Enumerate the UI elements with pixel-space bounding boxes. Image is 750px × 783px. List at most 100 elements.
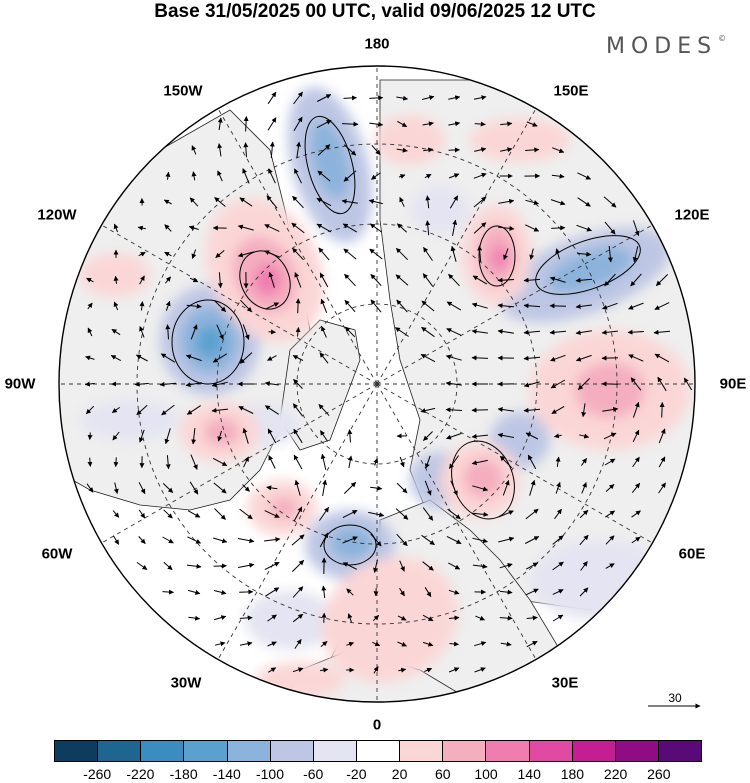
wind-arrow xyxy=(318,506,330,521)
wind-arrow xyxy=(553,433,562,439)
wind-arrow xyxy=(397,641,407,647)
wind-arrow xyxy=(657,376,667,392)
wind-arrow xyxy=(112,510,120,518)
colorbar-tick-label: 220 xyxy=(603,766,628,782)
colorbar-tick-label: 140 xyxy=(517,766,541,782)
wind-arrow xyxy=(474,147,487,153)
wind-arrow xyxy=(499,563,513,569)
wind-arrow xyxy=(450,480,458,496)
wind-arrow xyxy=(190,324,198,340)
wind-arrow xyxy=(188,615,201,621)
wind-arrow xyxy=(238,406,254,414)
wind-arrow xyxy=(525,588,539,596)
wind-arrow xyxy=(448,173,460,179)
wind-arrow xyxy=(185,354,202,362)
wind-arrow xyxy=(372,641,381,647)
wind-arrow xyxy=(446,432,462,440)
colorbar-tick-label: -220 xyxy=(126,766,155,782)
wind-arrow xyxy=(421,300,435,312)
wind-arrow xyxy=(267,428,277,444)
wind-arrow xyxy=(138,536,146,544)
wind-arrow xyxy=(421,95,435,101)
wind-arrow xyxy=(346,641,355,647)
lon-label-0: 0 xyxy=(372,716,382,734)
wind-arrow xyxy=(294,479,301,496)
wind-arrow xyxy=(471,355,489,361)
wind-arrow xyxy=(472,275,488,285)
wind-arrow xyxy=(242,168,250,184)
lon-label-30w: 30W xyxy=(170,674,202,692)
wind-arrow xyxy=(214,641,226,647)
wind-arrow xyxy=(472,537,488,544)
wind-arrow xyxy=(138,429,145,443)
wind-arrow xyxy=(187,589,201,595)
wind-arrow xyxy=(84,381,95,387)
wind-arrow xyxy=(267,355,277,361)
wind-arrow xyxy=(551,225,566,231)
wind-arrow xyxy=(320,641,328,647)
wind-arrow xyxy=(293,116,303,132)
wind-arrow xyxy=(577,251,592,257)
wind-arrow xyxy=(497,277,515,283)
wind-arrow xyxy=(422,614,434,622)
wind-arrow xyxy=(113,301,119,311)
meridian-line xyxy=(376,108,537,385)
wind-arrow xyxy=(576,224,592,232)
wind-arrow xyxy=(112,535,120,545)
colorbar-tick-label: 100 xyxy=(474,766,498,782)
meridian-line xyxy=(376,383,537,660)
wind-arrow xyxy=(239,508,253,520)
wind-arrow xyxy=(216,324,224,340)
wind-arrow xyxy=(605,535,615,545)
wind-arrow xyxy=(293,428,303,444)
wind-arrow xyxy=(292,247,304,261)
wind-arrow xyxy=(523,355,541,361)
wind-arrow xyxy=(212,457,228,467)
wind-arrow xyxy=(396,533,408,547)
wind-arrow xyxy=(498,510,514,518)
wind-arrow xyxy=(577,378,591,390)
wind-arrow xyxy=(267,641,277,647)
colorbar-swatch xyxy=(227,741,271,761)
wind-arrow xyxy=(398,667,407,673)
wind-arrow xyxy=(86,483,94,493)
wind-arrow xyxy=(577,197,591,207)
wind-arrow xyxy=(526,640,538,648)
wind-arrow xyxy=(113,482,119,494)
wind-arrow xyxy=(449,641,459,647)
wind-arrow xyxy=(497,407,514,412)
reference-vector-label: 30 xyxy=(668,691,682,705)
wind-arrow xyxy=(654,302,670,310)
wind-arrow xyxy=(370,172,381,180)
wind-arrow xyxy=(213,537,228,544)
wind-arrow xyxy=(471,459,488,466)
wind-arrow xyxy=(188,225,199,231)
wind-arrow xyxy=(292,667,304,673)
colorbar-swatch xyxy=(615,741,659,761)
wind-arrow xyxy=(191,427,197,445)
wind-arrow xyxy=(238,562,255,568)
wind-arrow xyxy=(342,223,358,233)
wind-arrow xyxy=(581,482,587,494)
wind-arrow xyxy=(217,430,223,442)
wind-arrow xyxy=(110,354,122,362)
wind-arrow xyxy=(445,381,462,386)
wind-arrow xyxy=(448,562,461,570)
wind-arrow xyxy=(242,484,250,492)
wind-arrow xyxy=(342,562,358,570)
wind-arrow xyxy=(550,354,566,362)
wind-arrow xyxy=(497,329,514,334)
wind-arrow xyxy=(658,456,666,468)
wind-arrow xyxy=(191,171,197,181)
wind-arrow xyxy=(86,277,94,283)
wind-arrow xyxy=(369,223,382,233)
wind-arrow xyxy=(267,117,277,131)
wind-arrow xyxy=(525,147,540,153)
wind-arrow xyxy=(264,561,280,571)
wind-arrow xyxy=(396,299,408,313)
map-border xyxy=(58,65,696,703)
wind-arrow xyxy=(138,509,146,519)
wind-arrow xyxy=(448,273,460,287)
wind-arrow xyxy=(372,615,380,621)
